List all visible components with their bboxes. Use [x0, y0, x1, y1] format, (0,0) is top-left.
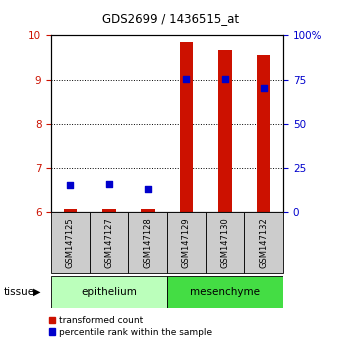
Bar [64, 209, 77, 212]
Point [222, 76, 228, 82]
Text: ▶: ▶ [33, 287, 41, 297]
Text: mesenchyme: mesenchyme [190, 287, 260, 297]
Legend: transformed count, percentile rank within the sample: transformed count, percentile rank withi… [49, 316, 212, 337]
Text: GSM147129: GSM147129 [182, 217, 191, 268]
Bar [167, 212, 206, 273]
Point [184, 76, 189, 81]
Point [261, 85, 266, 91]
Text: GSM147132: GSM147132 [259, 217, 268, 268]
Point [68, 182, 73, 188]
Point [145, 187, 150, 192]
Text: epithelium: epithelium [81, 287, 137, 297]
Text: GDS2699 / 1436515_at: GDS2699 / 1436515_at [102, 12, 239, 25]
Bar [257, 55, 270, 212]
Text: GSM147127: GSM147127 [105, 217, 114, 268]
Bar [206, 212, 244, 273]
Bar [141, 209, 154, 212]
Bar [102, 209, 116, 212]
Bar [90, 212, 129, 273]
Bar [129, 212, 167, 273]
Bar [51, 276, 167, 308]
Text: GSM147130: GSM147130 [221, 217, 229, 268]
Text: GSM147128: GSM147128 [143, 217, 152, 268]
Bar [51, 212, 90, 273]
Bar [167, 276, 283, 308]
Bar [244, 212, 283, 273]
Text: tissue: tissue [3, 287, 34, 297]
Text: GSM147125: GSM147125 [66, 217, 75, 268]
Bar [180, 42, 193, 212]
Point [106, 181, 112, 187]
Bar [218, 50, 232, 212]
